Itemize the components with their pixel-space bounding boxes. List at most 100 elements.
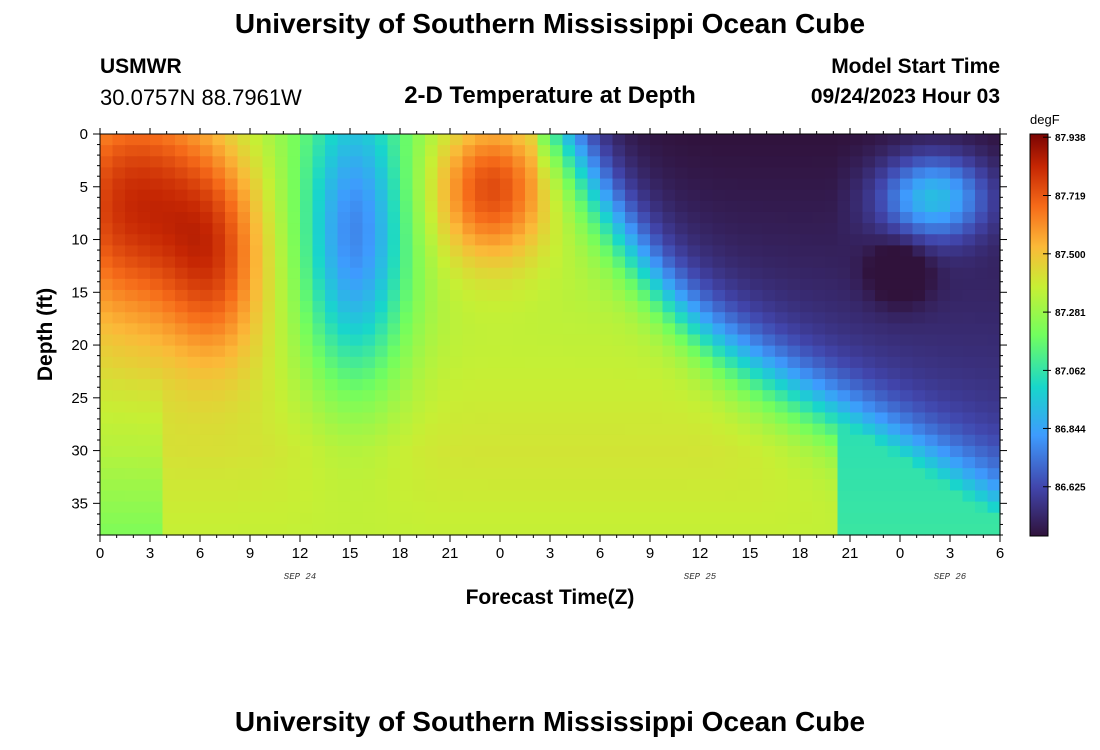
heatmap-cell [812, 356, 826, 369]
heatmap-cell [225, 301, 239, 313]
heatmap-cell [662, 223, 676, 235]
heatmap-cell [262, 401, 276, 414]
heatmap-cell [712, 178, 726, 191]
heatmap-cell [400, 345, 414, 358]
heatmap-cell [475, 223, 489, 235]
heatmap-cell [437, 401, 451, 414]
heatmap-cell [200, 156, 214, 169]
heatmap-cell [362, 189, 376, 202]
heatmap-cell [350, 423, 364, 436]
heatmap-cell [575, 211, 589, 224]
heatmap-cell [287, 523, 301, 536]
heatmap-cell [187, 223, 201, 235]
heatmap-cell [162, 200, 176, 213]
heatmap-cell [725, 523, 739, 536]
heatmap-cell [150, 501, 164, 514]
heatmap-cell [100, 423, 114, 436]
heatmap-cell [112, 434, 126, 447]
heatmap-cell [275, 178, 289, 191]
heatmap-cell [600, 289, 614, 302]
heatmap-cell [175, 379, 189, 391]
heatmap-cell [950, 234, 964, 246]
heatmap-cell [512, 289, 526, 302]
heatmap-cell [375, 457, 389, 469]
heatmap-cell [162, 445, 176, 458]
heatmap-cell [412, 178, 426, 191]
heatmap-cell [612, 156, 626, 169]
heatmap-cell [362, 523, 376, 536]
heatmap-cell [962, 445, 976, 458]
heatmap-cell [250, 512, 264, 525]
heatmap-cell [475, 167, 489, 180]
x-tick-label: 12 [292, 545, 309, 562]
heatmap-cell [450, 312, 464, 324]
heatmap-cell [112, 156, 126, 169]
heatmap-cell [850, 445, 864, 458]
heatmap-cell [100, 256, 114, 269]
heatmap-cell [662, 445, 676, 458]
heatmap-cell [912, 367, 926, 380]
heatmap-cell [500, 245, 514, 258]
heatmap-cell [237, 223, 251, 235]
heatmap-cell [100, 401, 114, 414]
heatmap-cell [150, 412, 164, 425]
heatmap-cell [762, 245, 776, 258]
heatmap-cell [712, 256, 726, 269]
heatmap-cell [337, 468, 351, 480]
heatmap-cell [937, 379, 951, 391]
heatmap-cell [650, 245, 664, 258]
heatmap-cell [387, 423, 401, 436]
heatmap-cell [112, 501, 126, 514]
heatmap-cell [887, 267, 901, 280]
heatmap-cell [237, 401, 251, 414]
heatmap-cell [875, 223, 889, 235]
heatmap-cell [525, 479, 539, 492]
heatmap-cell [312, 200, 326, 213]
heatmap-cell [862, 312, 876, 324]
heatmap-cell [437, 334, 451, 347]
heatmap-cell [200, 223, 214, 235]
heatmap-cell [625, 356, 639, 369]
heatmap-cell [687, 256, 701, 269]
heatmap-cell [612, 245, 626, 258]
heatmap-cell [487, 434, 501, 447]
heatmap-cell [625, 245, 639, 258]
heatmap-cell [912, 267, 926, 280]
heatmap-cell [412, 334, 426, 347]
heatmap-cell [325, 267, 339, 280]
heatmap-cell [687, 156, 701, 169]
heatmap-cell [612, 379, 626, 391]
heatmap-cell [650, 367, 664, 380]
heatmap-cell [737, 278, 751, 291]
heatmap-cell [925, 200, 939, 213]
heatmap-cell [600, 445, 614, 458]
heatmap-cell [262, 345, 276, 358]
heatmap-cell [150, 457, 164, 469]
heatmap-cell [200, 189, 214, 202]
heatmap-cell [737, 211, 751, 224]
heatmap-cell [412, 401, 426, 414]
heatmap-cell [162, 156, 176, 169]
heatmap-cell [175, 457, 189, 469]
heatmap-cell [200, 134, 214, 146]
heatmap-cell [487, 278, 501, 291]
heatmap-cell [725, 289, 739, 302]
heatmap-cell [762, 479, 776, 492]
heatmap-cell [987, 200, 1001, 213]
heatmap-cell [700, 234, 714, 246]
heatmap-cell [637, 134, 651, 146]
heatmap-cell [425, 312, 439, 324]
heatmap-cell [600, 134, 614, 146]
heatmap-cell [325, 512, 339, 525]
heatmap-cell [137, 434, 151, 447]
heatmap-cell [600, 390, 614, 402]
heatmap-cell [850, 134, 864, 146]
heatmap-cell [862, 445, 876, 458]
heatmap-cell [812, 334, 826, 347]
heatmap-cell [300, 134, 314, 146]
heatmap-cell [925, 211, 939, 224]
heatmap-cell [575, 523, 589, 536]
heatmap-cell [675, 479, 689, 492]
heatmap-cell [462, 367, 476, 380]
heatmap-cell [450, 390, 464, 402]
